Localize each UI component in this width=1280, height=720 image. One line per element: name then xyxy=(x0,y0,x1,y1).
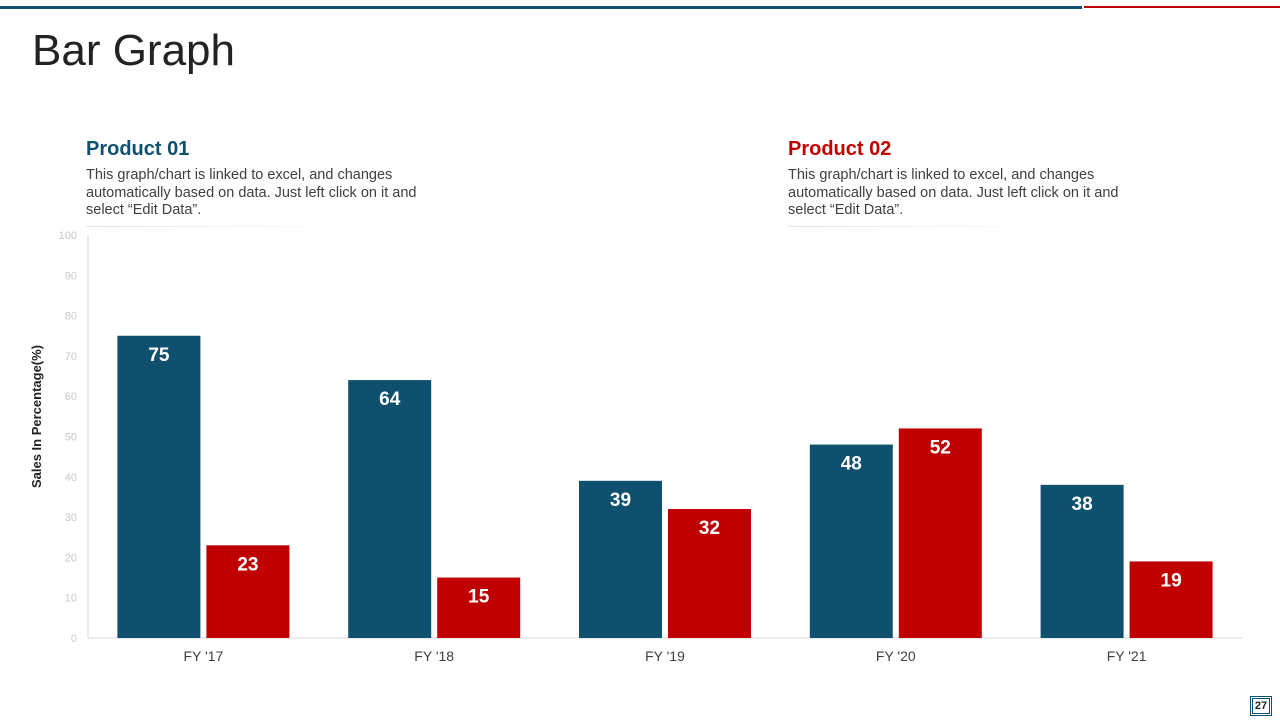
y-tick-label: 10 xyxy=(65,593,77,605)
product-02-bar xyxy=(668,509,751,638)
x-tick-label: FY '20 xyxy=(876,648,916,664)
bar-value-label: 38 xyxy=(1072,494,1093,515)
x-tick-label: FY '18 xyxy=(414,648,454,664)
top-accent-line-blue xyxy=(0,6,1082,9)
product-01-bar xyxy=(1040,484,1124,638)
product-01-bar xyxy=(579,480,662,638)
x-tick-label: FY '17 xyxy=(184,648,224,664)
bar-value-label: 39 xyxy=(610,490,631,511)
y-tick-label: 50 xyxy=(65,432,77,444)
bar-value-label: 32 xyxy=(699,518,720,539)
x-tick-label: FY '19 xyxy=(645,648,685,664)
product-02-divider xyxy=(788,225,1048,227)
y-tick-label: 80 xyxy=(65,311,77,323)
slide-title: Bar Graph xyxy=(32,26,235,75)
bar-value-label: 15 xyxy=(468,587,490,608)
bar-value-label: 48 xyxy=(841,454,862,475)
y-tick-label: 90 xyxy=(65,270,77,282)
y-tick-label: 70 xyxy=(65,351,77,363)
y-tick-label: 60 xyxy=(65,391,77,403)
bar-value-label: 75 xyxy=(148,345,170,366)
product-02-bar xyxy=(206,545,290,638)
product-02-description: This graph/chart is linked to excel, and… xyxy=(788,167,1119,218)
y-axis-title: Sales In Percentage(%) xyxy=(29,345,44,488)
bar-value-label: 52 xyxy=(930,437,951,458)
product-01-bar xyxy=(117,335,201,638)
product-01-description: This graph/chart is linked to excel, and… xyxy=(86,167,417,218)
product-01-bar xyxy=(809,444,893,638)
y-tick-label: 30 xyxy=(65,512,77,524)
top-accent-line-red xyxy=(1084,6,1280,8)
bar-value-label: 23 xyxy=(237,554,258,575)
bar-value-label: 64 xyxy=(379,389,401,410)
y-tick-label: 20 xyxy=(65,552,77,564)
product-01-heading: Product 01 xyxy=(86,138,190,160)
bar-value-label: 19 xyxy=(1161,570,1182,591)
x-tick-label: FY '21 xyxy=(1107,648,1147,664)
product-02-heading: Product 02 xyxy=(788,138,892,160)
product-02-legend: Product 02 This graph/chart is linked to… xyxy=(788,138,1138,227)
product-01-legend: Product 01 This graph/chart is linked to… xyxy=(86,138,436,227)
y-tick-label: 0 xyxy=(71,633,77,645)
product-01-bar xyxy=(348,380,432,638)
y-tick-label: 100 xyxy=(59,230,77,242)
product-02-bar xyxy=(1129,561,1213,638)
page-number: 27 xyxy=(1250,696,1272,716)
product-02-bar xyxy=(898,428,982,638)
product-02-bar xyxy=(437,577,521,638)
y-tick-label: 40 xyxy=(65,472,77,484)
product-01-divider xyxy=(86,225,346,227)
